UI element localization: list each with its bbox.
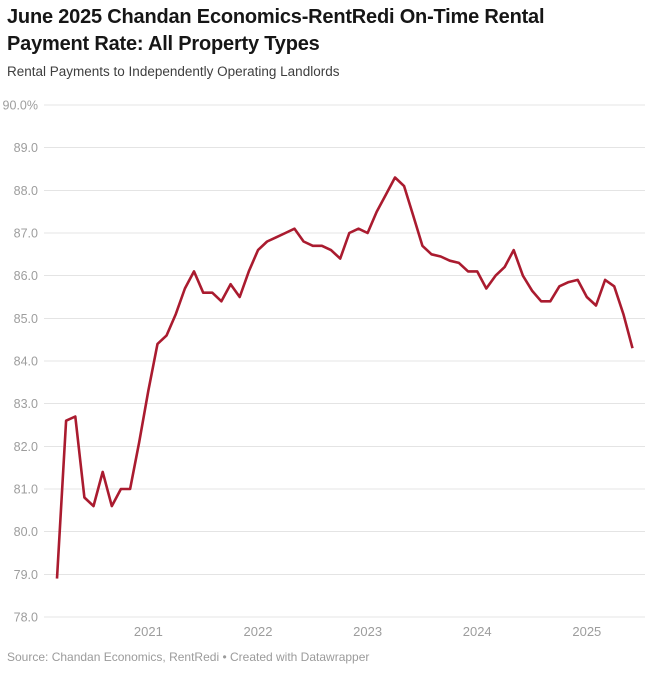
y-tick-label: 82.0 (14, 440, 38, 454)
y-tick-label: 85.0 (14, 312, 38, 326)
x-tick-label: 2023 (353, 624, 382, 639)
x-tick-label: 2021 (134, 624, 163, 639)
y-tick-label: 80.0 (14, 525, 38, 539)
y-tick-label: 87.0 (14, 227, 38, 241)
chart-subtitle: Rental Payments to Independently Operati… (7, 64, 340, 79)
x-tick-label: 2024 (463, 624, 492, 639)
y-tick-label: 89.0 (14, 141, 38, 155)
y-tick-label: 78.0 (14, 611, 38, 625)
y-tick-label: 83.0 (14, 397, 38, 411)
chart-title: June 2025 Chandan Economics-RentRedi On-… (7, 6, 545, 55)
y-tick-label: 81.0 (14, 483, 38, 497)
source-attribution: Source: Chandan Economics, RentRedi • Cr… (7, 650, 370, 664)
y-tick-label: 84.0 (14, 355, 38, 369)
y-tick-label: 90.0% (3, 99, 38, 113)
y-tick-label: 79.0 (14, 568, 38, 582)
x-tick-label: 2022 (244, 624, 273, 639)
y-tick-label: 86.0 (14, 269, 38, 283)
y-tick-label: 88.0 (14, 184, 38, 198)
on-time-payment-rate-line (55, 176, 634, 579)
x-tick-label: 2025 (572, 624, 601, 639)
